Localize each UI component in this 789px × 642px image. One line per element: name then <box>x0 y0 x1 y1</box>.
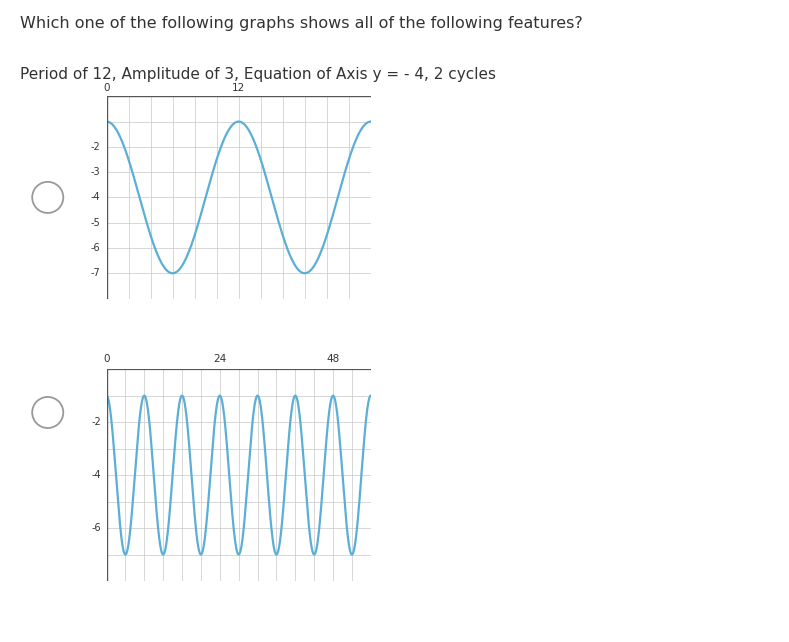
Text: 0: 0 <box>103 83 110 92</box>
Text: -7: -7 <box>90 268 100 278</box>
Text: Which one of the following graphs shows all of the following features?: Which one of the following graphs shows … <box>20 16 582 31</box>
Text: -2: -2 <box>90 142 100 152</box>
Text: -3: -3 <box>90 167 100 177</box>
Text: 24: 24 <box>213 354 226 365</box>
Text: -6: -6 <box>92 523 101 533</box>
Text: -6: -6 <box>90 243 100 253</box>
Text: Period of 12, Amplitude of 3, Equation of Axis y = - 4, 2 cycles: Period of 12, Amplitude of 3, Equation o… <box>20 67 495 82</box>
Text: -5: -5 <box>90 218 100 228</box>
Text: -4: -4 <box>92 470 101 480</box>
Text: 48: 48 <box>327 354 340 365</box>
Text: 12: 12 <box>232 83 245 92</box>
Text: 0: 0 <box>103 354 110 365</box>
Text: -4: -4 <box>90 193 100 202</box>
Text: -2: -2 <box>91 417 101 427</box>
